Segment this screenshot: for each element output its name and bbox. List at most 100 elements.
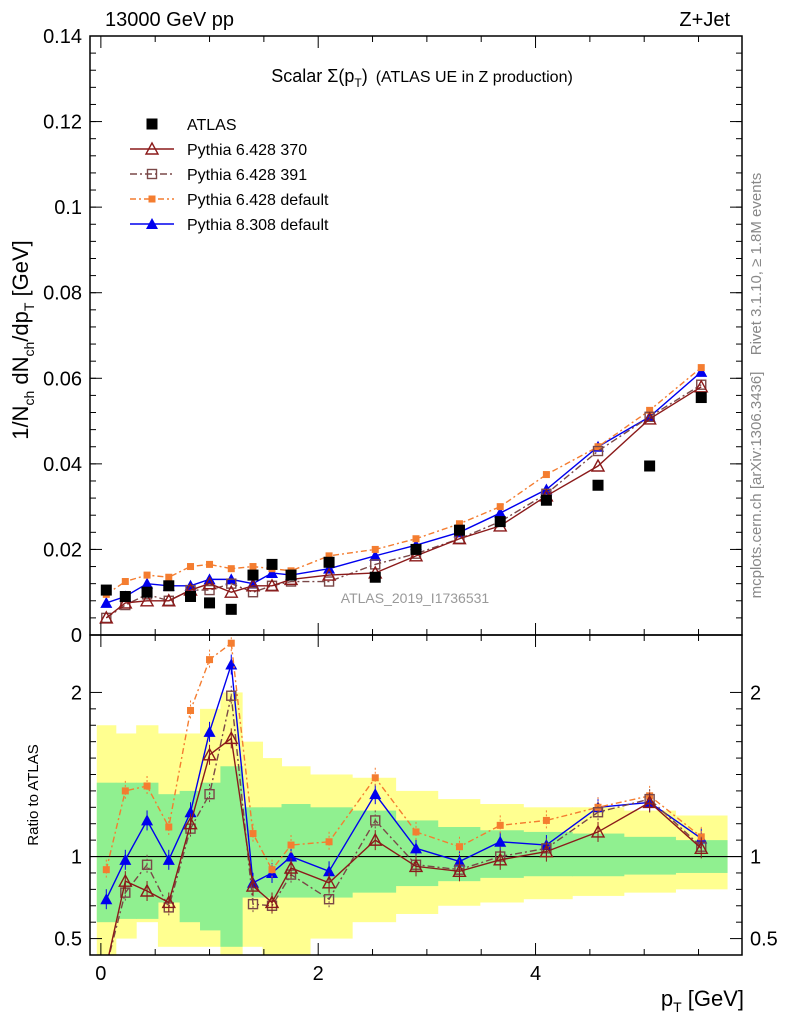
ratio-point: [165, 823, 173, 831]
series-line: [106, 371, 702, 604]
ratio-tick-label-left: 0.5: [54, 929, 82, 951]
data-point: [266, 566, 279, 578]
ratio-point: [224, 730, 239, 745]
ratio-tick-label-right: 0.5: [750, 929, 778, 951]
data-point: [540, 494, 552, 506]
data-point: [542, 471, 550, 479]
band-inner: [623, 836, 676, 875]
ratio-point: [287, 841, 295, 849]
data-point: [412, 535, 420, 543]
ratio-frame: [89, 634, 743, 956]
legend-marker: [146, 118, 158, 130]
legend-marker: [144, 141, 160, 155]
y-tick-label: 0.02: [43, 539, 82, 561]
series-data: [100, 392, 707, 615]
series-p8def: [100, 365, 708, 608]
ratio-point: [410, 842, 422, 854]
ratio-point: [323, 865, 336, 877]
data-point: [247, 569, 259, 581]
ratio-point: [202, 747, 217, 761]
rivet-label: Rivet 3.1.10, ≥ 1.8M events: [748, 173, 765, 356]
data-point: [202, 576, 217, 590]
data-point: [100, 584, 112, 596]
data-point: [225, 603, 237, 615]
data-point: [139, 593, 155, 607]
title-sub: T: [354, 76, 362, 90]
data-point: [697, 364, 705, 372]
ratio-point: [369, 788, 382, 800]
series-p6def: [102, 364, 705, 598]
data-point: [165, 573, 173, 581]
data-point: [695, 392, 707, 404]
data-point: [590, 458, 606, 472]
ratio-point: [162, 853, 175, 865]
legend-entry-p391: Pythia 6.428 391: [130, 167, 307, 184]
data-point: [161, 593, 176, 607]
data-point: [204, 584, 215, 596]
legend: ATLAS Pythia 6.428 370 Pythia 6.428 391 Pyt…: [130, 117, 329, 234]
ratio-point: [371, 774, 379, 782]
ratio-point: [285, 850, 298, 862]
data-point: [646, 406, 654, 414]
data-point: [185, 590, 197, 602]
data-point: [323, 556, 335, 568]
data-point: [455, 520, 463, 528]
x-axis-label: pT [GeV]: [661, 986, 744, 1015]
band-inner: [157, 794, 181, 903]
data-point: [369, 549, 382, 561]
y-tick-label: 0.12: [43, 112, 82, 134]
ratio-point: [161, 895, 176, 909]
ratio-point: [412, 828, 420, 836]
data-point: [227, 565, 235, 573]
ratio-point: [183, 816, 198, 830]
legend-entry-p6def: Pythia 6.428 default: [130, 192, 329, 209]
ratio-point: [325, 838, 333, 846]
data-point: [370, 559, 381, 570]
data-point: [245, 578, 261, 592]
ratio-point: [539, 844, 554, 858]
ratio-point: [496, 821, 504, 829]
ratio-point: [118, 873, 133, 887]
data-point: [141, 577, 154, 589]
data-point: [453, 524, 465, 536]
data-point: [642, 411, 657, 425]
ratio-point: [100, 893, 113, 905]
ratio-point: [245, 878, 261, 892]
ratio-tick-label-right: 1: [750, 847, 761, 869]
ratio-point: [368, 832, 383, 846]
ratio-point: [143, 782, 151, 790]
data-point: [325, 552, 333, 560]
legend-label: ATLAS: [187, 117, 237, 134]
data-point: [143, 571, 151, 579]
data-point: [410, 543, 422, 555]
legend-entry-p8def: Pythia 8.308 default: [130, 217, 329, 234]
x-tick-label: 4: [530, 963, 541, 985]
ratio-point: [408, 858, 424, 873]
y-tick-label: 0.1: [54, 197, 82, 219]
ratio-tick-label-left: 2: [71, 682, 82, 704]
ratio-point: [119, 853, 132, 865]
data-point: [118, 595, 133, 609]
ratio-series-p370: [108, 728, 709, 955]
ratio-y-label: Ratio to ATLAS: [25, 744, 42, 845]
data-point: [249, 563, 257, 571]
y-tick-label: 0.08: [43, 283, 82, 305]
ratio-point: [139, 883, 155, 897]
data-point: [496, 503, 504, 511]
ratio-point: [323, 894, 335, 905]
legend-entry-data: ATLAS: [146, 117, 237, 134]
y-tick-label: 0.06: [43, 368, 82, 390]
band-inner: [262, 807, 283, 898]
data-point: [141, 586, 153, 598]
data-point: [226, 578, 237, 589]
ratio-point: [121, 787, 129, 795]
y-tick-label: 0.04: [43, 454, 82, 476]
ratio-point: [225, 658, 238, 670]
ratio-point: [494, 835, 507, 847]
data-point: [99, 610, 114, 624]
series-line: [105, 384, 702, 619]
header-right: Z+Jet: [679, 9, 730, 31]
axis-ticks: 0 0.02 0.04 0.06 0.08 0.1 0.12 0.14 0.5 0.5 1 1 2 2 0 2…: [43, 26, 778, 985]
data-point: [204, 597, 216, 609]
